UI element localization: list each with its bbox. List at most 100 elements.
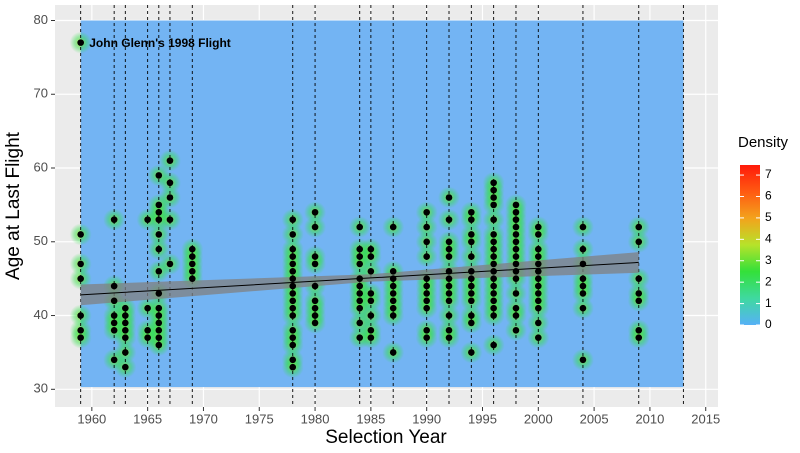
point (512, 245, 520, 253)
point (635, 334, 643, 341)
point (445, 275, 453, 282)
point (490, 253, 497, 260)
point (367, 326, 375, 334)
point (367, 297, 375, 305)
point (490, 194, 497, 201)
point (77, 326, 84, 334)
point (77, 312, 84, 319)
point (490, 179, 497, 187)
point (534, 231, 542, 238)
point (490, 267, 497, 275)
point (356, 334, 364, 341)
y-tick-label: 80 (34, 12, 48, 27)
point (468, 253, 475, 260)
colorbar (740, 165, 760, 325)
point (166, 260, 174, 268)
point (155, 304, 163, 312)
point (289, 260, 297, 268)
point (490, 201, 497, 209)
point (579, 223, 587, 231)
y-tick-label: 40 (34, 307, 48, 322)
point (534, 267, 542, 275)
point (468, 290, 475, 297)
point (155, 267, 163, 275)
point (468, 319, 475, 327)
point (289, 216, 297, 223)
point (579, 304, 587, 312)
point (490, 312, 497, 319)
point (445, 238, 453, 246)
point (534, 253, 542, 260)
point (155, 216, 163, 223)
point (512, 290, 520, 297)
point (110, 297, 118, 305)
point (356, 275, 364, 282)
point (311, 208, 319, 216)
y-tick-label: 30 (34, 381, 48, 396)
point (389, 223, 397, 231)
point (512, 260, 520, 268)
point (423, 208, 430, 216)
colorbar-label: 7 (765, 167, 772, 181)
point (423, 326, 430, 334)
point (155, 172, 163, 179)
point (155, 312, 163, 319)
point (534, 297, 542, 305)
point (356, 304, 364, 312)
point (155, 245, 163, 253)
point (356, 282, 364, 290)
x-tick-label: 1995 (468, 411, 497, 426)
point (311, 260, 319, 268)
point (512, 312, 520, 319)
y-tick-label: 60 (34, 159, 48, 174)
point (490, 186, 497, 194)
x-tick-label: 1980 (301, 411, 330, 426)
point (490, 245, 497, 253)
point (188, 260, 196, 268)
point (445, 334, 453, 341)
point (289, 363, 297, 371)
point (356, 253, 364, 260)
point (423, 290, 430, 297)
point (166, 179, 174, 187)
colorbar-label: 1 (765, 296, 772, 310)
point (468, 208, 475, 216)
point (389, 282, 397, 290)
point (289, 282, 297, 290)
point (389, 267, 397, 275)
point (110, 216, 118, 223)
point (512, 267, 520, 275)
point (144, 304, 151, 312)
point (289, 231, 297, 238)
point (635, 238, 643, 246)
point (188, 275, 196, 282)
point (579, 290, 587, 297)
point (490, 216, 497, 223)
point (468, 312, 475, 319)
point (445, 267, 453, 275)
point (122, 334, 129, 341)
y-tick-label: 70 (34, 86, 48, 101)
point (367, 253, 375, 260)
point (423, 238, 430, 246)
point (445, 253, 453, 260)
x-tick-label: 1975 (245, 411, 274, 426)
point (77, 39, 84, 46)
point (155, 319, 163, 327)
point (188, 253, 196, 260)
colorbar-label: 5 (765, 210, 772, 224)
point (289, 253, 297, 260)
x-tick-label: 2005 (580, 411, 609, 426)
point (389, 312, 397, 319)
point (311, 319, 319, 327)
point (490, 260, 497, 268)
point (155, 334, 163, 341)
point (289, 267, 297, 275)
point (289, 334, 297, 341)
point (534, 319, 542, 327)
x-tick-label: 1970 (189, 411, 218, 426)
point (490, 275, 497, 282)
point (579, 356, 587, 364)
point (311, 304, 319, 312)
